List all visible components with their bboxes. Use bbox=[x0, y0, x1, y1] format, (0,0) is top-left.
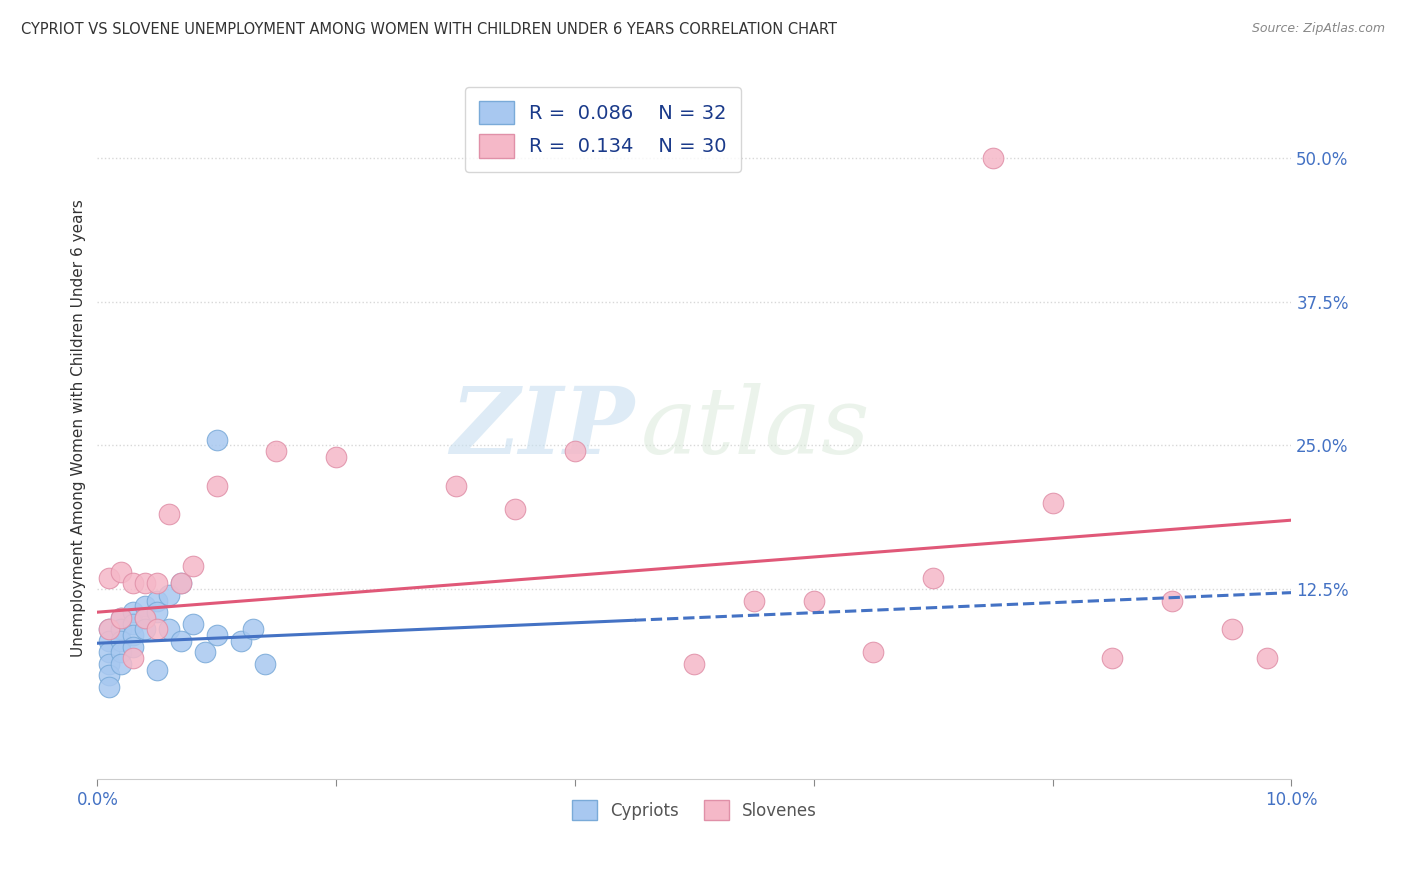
Point bbox=[503, 501, 526, 516]
Point bbox=[170, 576, 193, 591]
Point bbox=[229, 634, 252, 648]
Point bbox=[1042, 496, 1064, 510]
Point bbox=[1161, 593, 1184, 607]
Point bbox=[134, 611, 156, 625]
Point bbox=[146, 576, 169, 591]
Point bbox=[157, 588, 180, 602]
Text: ZIP: ZIP bbox=[450, 384, 634, 473]
Point bbox=[122, 576, 145, 591]
Point bbox=[1256, 651, 1278, 665]
Point bbox=[181, 616, 204, 631]
Point bbox=[134, 623, 156, 637]
Point bbox=[98, 571, 121, 585]
Point bbox=[170, 634, 193, 648]
Legend: Cypriots, Slovenes: Cypriots, Slovenes bbox=[558, 787, 831, 834]
Point bbox=[110, 623, 132, 637]
Point bbox=[146, 623, 169, 637]
Point bbox=[157, 508, 180, 522]
Point bbox=[205, 628, 228, 642]
Point bbox=[742, 593, 765, 607]
Point bbox=[242, 623, 264, 637]
Point bbox=[922, 571, 945, 585]
Point bbox=[194, 645, 217, 659]
Point bbox=[98, 623, 121, 637]
Point bbox=[98, 623, 121, 637]
Point bbox=[266, 444, 288, 458]
Text: Source: ZipAtlas.com: Source: ZipAtlas.com bbox=[1251, 22, 1385, 36]
Point bbox=[134, 611, 156, 625]
Point bbox=[205, 433, 228, 447]
Point bbox=[122, 616, 145, 631]
Point bbox=[146, 605, 169, 619]
Point bbox=[110, 657, 132, 671]
Point bbox=[444, 478, 467, 492]
Point bbox=[98, 634, 121, 648]
Point bbox=[110, 645, 132, 659]
Point bbox=[325, 450, 347, 464]
Y-axis label: Unemployment Among Women with Children Under 6 years: Unemployment Among Women with Children U… bbox=[72, 199, 86, 657]
Point bbox=[110, 611, 132, 625]
Point bbox=[146, 593, 169, 607]
Point bbox=[122, 651, 145, 665]
Point bbox=[134, 599, 156, 614]
Point bbox=[205, 478, 228, 492]
Point bbox=[564, 444, 586, 458]
Point bbox=[157, 623, 180, 637]
Point bbox=[122, 605, 145, 619]
Point bbox=[981, 151, 1004, 165]
Point bbox=[98, 645, 121, 659]
Point bbox=[253, 657, 276, 671]
Point bbox=[98, 668, 121, 682]
Point bbox=[110, 565, 132, 579]
Point bbox=[122, 640, 145, 654]
Point bbox=[181, 559, 204, 574]
Point bbox=[134, 576, 156, 591]
Point bbox=[98, 657, 121, 671]
Point bbox=[1101, 651, 1123, 665]
Point bbox=[110, 611, 132, 625]
Point bbox=[862, 645, 884, 659]
Point bbox=[110, 634, 132, 648]
Point bbox=[146, 663, 169, 677]
Point bbox=[1220, 623, 1243, 637]
Text: atlas: atlas bbox=[641, 384, 870, 473]
Point bbox=[170, 576, 193, 591]
Text: CYPRIOT VS SLOVENE UNEMPLOYMENT AMONG WOMEN WITH CHILDREN UNDER 6 YEARS CORRELAT: CYPRIOT VS SLOVENE UNEMPLOYMENT AMONG WO… bbox=[21, 22, 837, 37]
Point bbox=[122, 628, 145, 642]
Point bbox=[803, 593, 825, 607]
Point bbox=[683, 657, 706, 671]
Point bbox=[98, 680, 121, 694]
